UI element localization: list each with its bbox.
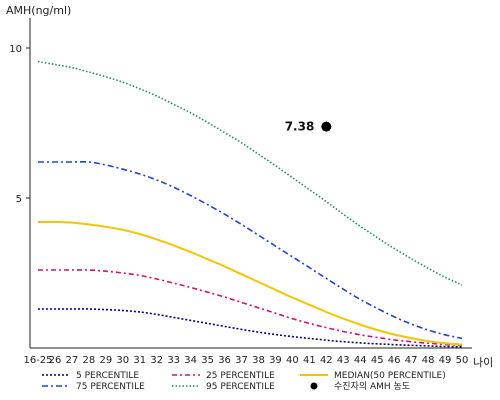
legend: 5 PERCENTILE 25 PERCENTILE MEDIAN(50 PERCE… xyxy=(42,371,446,392)
x-tick-label-36: 36 xyxy=(218,355,231,366)
legend-label-4: 95 PERCENTILE xyxy=(206,382,275,392)
legend-label-1: 25 PERCENTILE xyxy=(206,371,275,381)
amh-point-label-0: 7.38 xyxy=(285,120,315,134)
y-tick-labels: 5 10 xyxy=(9,44,30,205)
x-tick-label-44: 44 xyxy=(354,355,367,366)
legend-label-2: MEDIAN(50 PERCENTILE) xyxy=(334,371,446,381)
x-tick-label-49: 49 xyxy=(439,355,452,366)
x-tick-label-43: 43 xyxy=(337,355,350,366)
x-tick-label-38: 38 xyxy=(252,355,265,366)
x-tick-label-34: 34 xyxy=(184,355,197,366)
x-axis-title: 나이 xyxy=(473,356,493,369)
legend-label-3: 75 PERCENTILE xyxy=(76,382,145,392)
x-tick-label-28: 28 xyxy=(83,355,96,366)
series-line-1 xyxy=(38,269,463,347)
y-tick-label-5: 5 xyxy=(16,194,22,205)
series-line-2 xyxy=(37,220,463,346)
y-axis-title: AMH(ng/ml) xyxy=(6,4,71,17)
x-tick-label-29: 29 xyxy=(99,355,112,366)
x-tick-label-27: 27 xyxy=(66,355,79,366)
legend-label-5: 수진자의 AMH 농도 xyxy=(334,381,410,392)
x-tick-label-45: 45 xyxy=(371,355,384,366)
y-tick-label-10: 10 xyxy=(9,44,22,55)
x-tick-label-48: 48 xyxy=(422,355,435,366)
legend-label-0: 5 PERCENTILE xyxy=(76,371,139,381)
x-tick-label-50: 50 xyxy=(456,355,469,366)
x-tick-label-31: 31 xyxy=(133,355,146,366)
amh-point-0 xyxy=(321,121,332,132)
series-line-0 xyxy=(38,308,463,348)
legend-swatch-5 xyxy=(310,382,318,390)
x-tick-label-35: 35 xyxy=(201,355,214,366)
x-tick-label-41: 41 xyxy=(303,355,316,366)
x-tick-label-37: 37 xyxy=(235,355,248,366)
x-tick-label-42: 42 xyxy=(320,355,333,366)
series-line-4 xyxy=(37,60,463,286)
x-tick-label-40: 40 xyxy=(286,355,299,366)
x-tick-label-26: 26 xyxy=(49,355,62,366)
data-points: 7.38 xyxy=(285,120,332,134)
x-tick-label-46: 46 xyxy=(388,355,401,366)
x-tick-label-39: 39 xyxy=(269,355,282,366)
x-tick-label-33: 33 xyxy=(167,355,180,366)
x-tick-label-16-25: 16-25 xyxy=(23,355,52,366)
x-tick-label-30: 30 xyxy=(116,355,129,366)
series-line-3 xyxy=(38,160,463,340)
x-tick-label-32: 32 xyxy=(150,355,163,366)
x-tick-label-47: 47 xyxy=(405,355,418,366)
series-lines xyxy=(37,60,463,348)
